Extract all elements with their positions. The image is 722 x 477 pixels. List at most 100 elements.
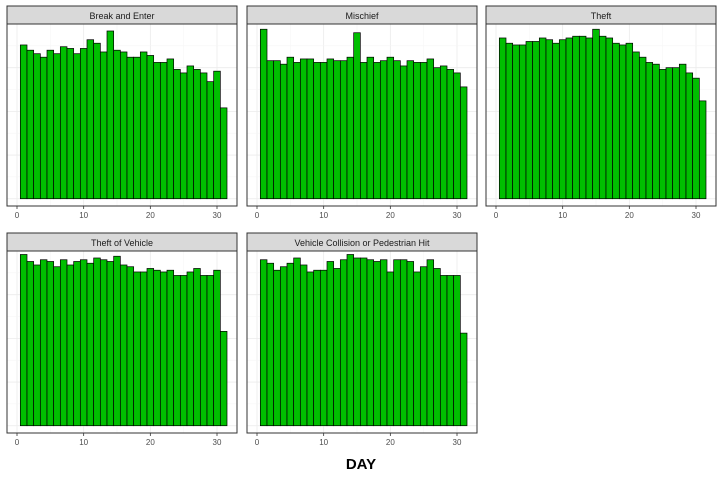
histogram-bar — [86, 262, 95, 427]
histogram-bar — [552, 42, 560, 200]
histogram-bar — [79, 48, 88, 200]
histogram-bar — [558, 39, 567, 200]
x-tick-label: 20 — [386, 211, 395, 220]
histogram-bar — [213, 269, 221, 427]
histogram-bar — [433, 268, 441, 427]
histogram-bar — [66, 48, 75, 200]
histogram-bar — [286, 262, 295, 427]
histogram-bar — [19, 44, 28, 200]
histogram-bar — [266, 262, 275, 427]
histogram-bar — [299, 264, 308, 427]
histogram-bar — [126, 266, 135, 427]
histogram-bar — [518, 44, 527, 200]
histogram-bar — [199, 72, 208, 200]
histogram-bar — [146, 55, 155, 200]
facet-title: Theft — [591, 11, 612, 21]
facet-title: Theft of Vehicle — [91, 238, 153, 248]
histogram-bar — [665, 67, 674, 200]
histogram-bar — [126, 56, 135, 200]
histogram-bar — [386, 271, 395, 427]
histogram-bar — [33, 53, 41, 200]
histogram-bar — [625, 42, 634, 200]
histogram-bar — [159, 62, 168, 200]
histogram-bar — [153, 269, 161, 427]
histogram-bar — [113, 255, 121, 427]
histogram-bar — [393, 60, 401, 200]
histogram-bar — [446, 69, 455, 200]
histogram-bar — [73, 261, 81, 427]
histogram-bar — [346, 56, 355, 200]
histogram-bar — [565, 37, 574, 200]
histogram-bar — [159, 271, 168, 427]
histogram-bar — [346, 254, 355, 427]
histogram-bar — [319, 269, 328, 427]
histogram-bar — [26, 261, 35, 427]
histogram-bar — [299, 58, 308, 200]
histogram-bar — [53, 266, 61, 427]
facet-title: Mischief — [345, 11, 379, 21]
histogram-bar — [672, 67, 680, 200]
histogram-bar — [153, 62, 161, 200]
histogram-bar — [612, 42, 620, 200]
histogram-bar — [186, 65, 195, 200]
histogram-bar — [406, 261, 415, 427]
histogram-bar — [366, 56, 375, 200]
histogram-bar — [66, 264, 75, 427]
histogram-bar — [119, 264, 128, 427]
x-tick-label: 20 — [386, 438, 395, 447]
histogram-bar — [106, 30, 115, 200]
histogram-bar — [638, 56, 647, 200]
histogram-bar — [166, 58, 175, 200]
histogram-bar — [413, 271, 421, 427]
facet-title: Break and Enter — [89, 11, 154, 21]
histogram-bar — [106, 261, 115, 427]
histogram-bar — [366, 259, 375, 427]
histogram-bar — [39, 56, 48, 200]
histogram-bar — [453, 72, 461, 200]
histogram-bar — [446, 275, 455, 427]
facet-title: Vehicle Collision or Pedestrian Hit — [294, 238, 430, 248]
histogram-bar — [572, 35, 580, 200]
panel-border — [6, 23, 238, 207]
x-axis-title: DAY — [345, 456, 377, 473]
histogram-bar — [173, 69, 181, 200]
panel-border — [485, 23, 717, 207]
histogram-bar — [333, 60, 341, 200]
histogram-bar — [379, 60, 388, 200]
histogram-bar — [359, 62, 368, 200]
histogram-bar — [605, 37, 614, 200]
histogram-bar — [426, 259, 435, 427]
histogram-bar — [326, 58, 335, 200]
histogram-bar — [453, 275, 461, 427]
histogram-bar — [139, 51, 148, 200]
x-tick-label: 10 — [79, 211, 88, 220]
x-tick-label: 10 — [319, 438, 328, 447]
histogram-bar — [658, 69, 667, 200]
x-tick-label: 30 — [213, 438, 222, 447]
histogram-bar — [193, 69, 201, 200]
histogram-bar — [419, 266, 428, 427]
histogram-bar — [439, 275, 448, 427]
facet-panel: Vehicle Collision or Pedestrian Hit 0 10 20… — [246, 232, 478, 447]
x-tick-label: 0 — [15, 211, 20, 220]
histogram-bar — [618, 44, 627, 200]
histogram-bar — [512, 44, 520, 200]
histogram-bar — [592, 28, 600, 200]
panel-border — [246, 23, 478, 207]
x-tick-label: 30 — [453, 438, 462, 447]
histogram-bar — [86, 39, 95, 200]
x-tick-label: 10 — [79, 438, 88, 447]
histogram-bar — [279, 63, 288, 200]
histogram-bar — [113, 49, 121, 200]
histogram-bar — [545, 39, 554, 200]
histogram-bar — [585, 37, 594, 200]
x-tick-label: 30 — [213, 211, 222, 220]
histogram-bar — [459, 332, 468, 427]
histogram-bar — [33, 264, 41, 427]
facet-panel: Mischief 0 10 20 30 — [246, 5, 478, 220]
histogram-bar — [645, 62, 654, 200]
x-tick-label: 0 — [255, 211, 260, 220]
histogram-bar — [206, 275, 215, 427]
histogram-bar — [306, 58, 315, 200]
histogram-bar — [393, 259, 401, 427]
